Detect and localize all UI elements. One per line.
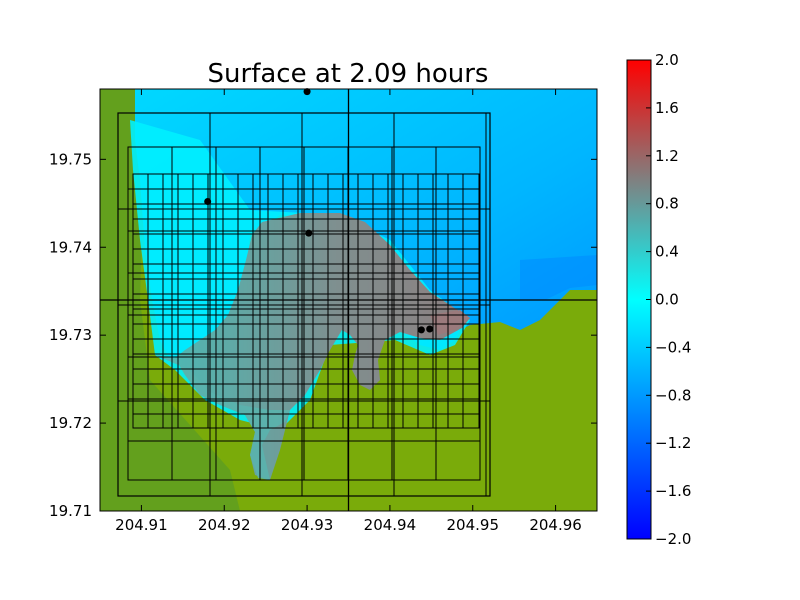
y-tick-label: 19.75 bbox=[49, 150, 92, 168]
x-tick-label: 204.91 bbox=[115, 516, 168, 534]
gauge-markers bbox=[204, 88, 434, 334]
x-tick-label: 204.95 bbox=[447, 516, 500, 534]
colorbar-tick-label: 0.0 bbox=[655, 291, 679, 309]
x-axis: 204.91 204.92 204.93 204.94 204.95 204.96 bbox=[115, 89, 582, 534]
y-tick-label: 19.74 bbox=[49, 238, 92, 256]
axes-frame bbox=[99, 88, 598, 512]
colorbar-tick-label: 1.6 bbox=[655, 99, 679, 117]
colorbar-axis: −2.0 −1.6 −1.2 −0.8 −0.4 0.0 0.4 0.8 1.2 1.6 2.0 bbox=[646, 51, 691, 548]
grid-patch bbox=[132, 173, 480, 429]
x-tick-label: 204.92 bbox=[198, 516, 251, 534]
x-tick-label: 204.93 bbox=[281, 516, 334, 534]
colorbar-tick-label: −1.2 bbox=[655, 434, 691, 452]
deep-water-patch bbox=[520, 255, 597, 300]
land-darker-area bbox=[100, 89, 240, 511]
y-tick-label: 19.72 bbox=[49, 414, 92, 432]
gauge-point bbox=[417, 326, 425, 334]
colorbar-tick-label: −0.8 bbox=[655, 386, 691, 404]
colorbar-tick-label: 2.0 bbox=[655, 51, 679, 69]
x-tick-label: 204.96 bbox=[529, 516, 582, 534]
gauge-point bbox=[204, 198, 212, 206]
colorbar-tick-label: −2.0 bbox=[655, 530, 691, 548]
y-tick-label: 19.73 bbox=[49, 326, 92, 344]
colorbar-tick-label: 0.4 bbox=[655, 243, 679, 261]
gauge-point bbox=[305, 229, 313, 237]
colorbar-tick-label: −0.4 bbox=[655, 338, 691, 356]
colorbar-tick-label: 1.2 bbox=[655, 147, 679, 165]
inundation-east-patch bbox=[430, 310, 470, 335]
colorbar-tick-label: 0.8 bbox=[655, 195, 679, 213]
chart-title: Surface at 2.09 hours bbox=[208, 59, 489, 89]
x-tick-label: 204.94 bbox=[364, 516, 417, 534]
y-axis: 19.71 19.72 19.73 19.74 19.75 bbox=[49, 150, 597, 520]
colorbar-tick-label: −1.6 bbox=[655, 482, 691, 500]
inundation-west-lobe bbox=[155, 355, 290, 480]
grid-overlay bbox=[100, 89, 597, 511]
gauge-point bbox=[426, 325, 434, 333]
y-tick-label: 19.71 bbox=[49, 502, 92, 520]
